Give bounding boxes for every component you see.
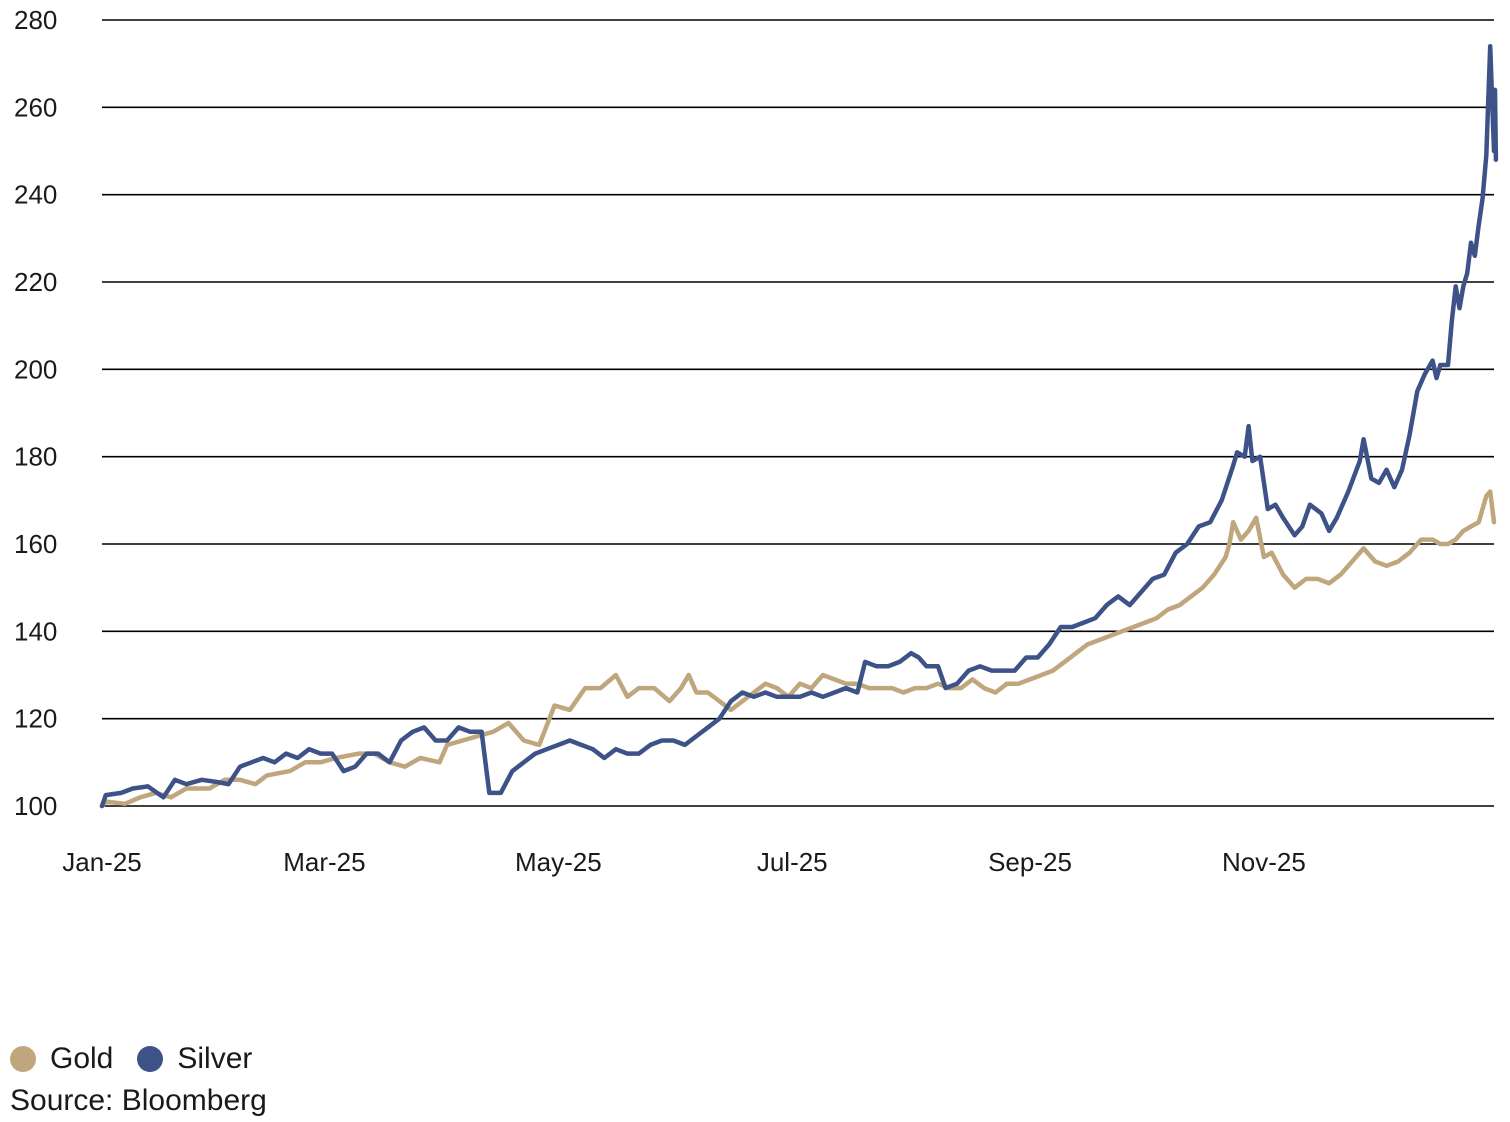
y-tick-label: 100	[14, 791, 57, 821]
x-axis: Jan-25 Mar-25 May-25 Jul-25 Sep-25 Nov-25	[62, 847, 1306, 877]
y-tick-label: 220	[14, 267, 57, 297]
legend-label-silver: Silver	[177, 1042, 253, 1075]
y-tick-label: 260	[14, 92, 57, 122]
y-tick-label: 120	[14, 704, 57, 734]
y-tick-label: 240	[14, 180, 57, 210]
series-line-gold	[99, 489, 1497, 809]
legend: Gold Silver	[10, 1042, 276, 1076]
y-tick-label: 280	[14, 5, 57, 35]
x-tick-label: May-25	[515, 847, 602, 877]
y-tick-label: 140	[14, 616, 57, 646]
chart-canvas: 100 120 140 160 180 200 220 240 260 280 Jan-25 Mar…	[14, 5, 1499, 877]
x-tick-label: Sep-25	[988, 847, 1072, 877]
y-axis: 100 120 140 160 180 200 220 240 260 280	[14, 5, 57, 821]
series-line-silver	[99, 43, 1499, 809]
x-tick-label: Jul-25	[757, 847, 828, 877]
y-tick-label: 200	[14, 354, 57, 384]
series-layer	[99, 43, 1499, 809]
y-tick-label: 160	[14, 529, 57, 559]
x-tick-label: Nov-25	[1222, 847, 1306, 877]
grid-layer	[102, 19, 1494, 807]
legend-label-gold: Gold	[50, 1042, 114, 1075]
legend-item-gold: Gold	[10, 1042, 113, 1076]
x-tick-label: Jan-25	[62, 847, 142, 877]
legend-item-silver: Silver	[137, 1042, 252, 1076]
x-tick-label: Mar-25	[283, 847, 365, 877]
y-tick-label: 180	[14, 442, 57, 472]
legend-swatch-gold	[10, 1046, 36, 1072]
source-note: Source: Bloomberg	[10, 1084, 267, 1117]
legend-swatch-silver	[137, 1046, 164, 1072]
